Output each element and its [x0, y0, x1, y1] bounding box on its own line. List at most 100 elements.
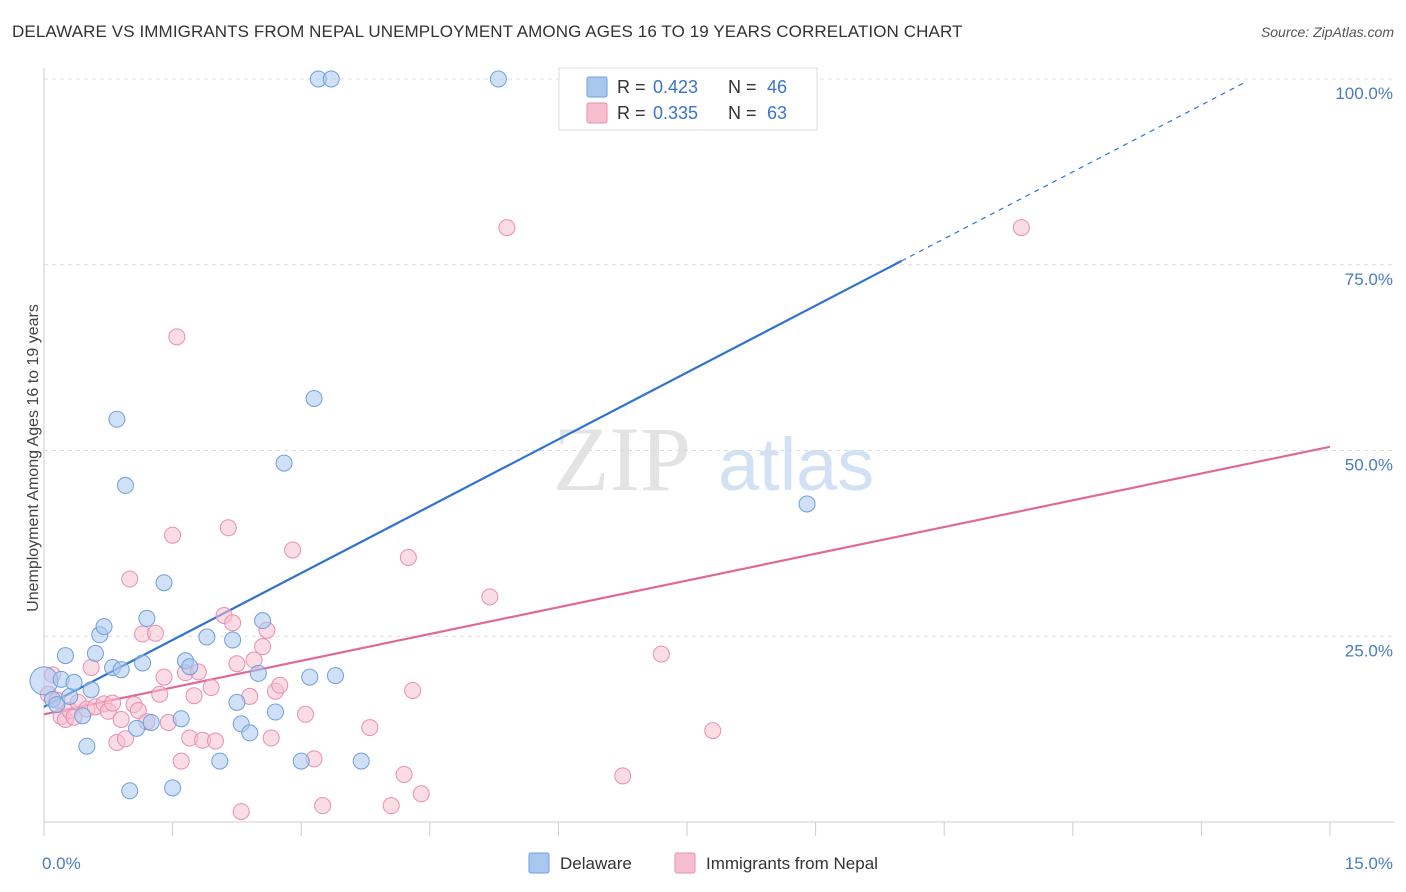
delaware-point: [352, 752, 370, 770]
delaware-n-value: 46: [767, 77, 787, 97]
delaware-point: [108, 410, 126, 428]
nepal-point: [404, 681, 422, 699]
delaware-point: [249, 664, 267, 682]
delaware-point: [61, 687, 79, 705]
delaware-point: [112, 661, 130, 679]
delaware-point: [198, 628, 216, 646]
nepal-point: [361, 719, 379, 737]
delaware-point: [134, 654, 152, 672]
delaware-point: [78, 737, 96, 755]
delaware-point: [155, 574, 173, 592]
nepal-point: [206, 732, 224, 750]
nepal-point: [172, 752, 190, 770]
delaware-point: [254, 612, 272, 630]
delaware-trend-line: [43, 260, 902, 708]
delaware-point: [128, 719, 146, 737]
nepal-point: [82, 658, 100, 676]
y-tick-label: 75.0%: [1345, 270, 1393, 289]
nepal-point: [121, 570, 139, 588]
nepal-series-label: Immigrants from Nepal: [706, 854, 878, 873]
delaware-point: [172, 710, 190, 728]
delaware-point: [275, 454, 293, 472]
nepal-n-value: 63: [767, 103, 787, 123]
delaware-point: [48, 696, 66, 714]
nepal-point: [284, 541, 302, 559]
delaware-points: [29, 70, 816, 800]
delaware-point: [65, 673, 83, 691]
nepal-point: [151, 685, 169, 703]
delaware-point: [301, 668, 319, 686]
series-legend: Delaware Immigrants from Nepal: [528, 852, 878, 874]
delaware-series-label: Delaware: [560, 854, 632, 873]
nepal-point: [704, 722, 722, 740]
delaware-point: [322, 70, 340, 88]
nepal-point: [228, 655, 246, 673]
nepal-point: [219, 519, 237, 537]
nepal-point: [296, 705, 314, 723]
delaware-point: [82, 681, 100, 699]
nepal-point: [614, 767, 632, 785]
delaware-point: [116, 476, 134, 494]
delaware-point: [224, 631, 242, 649]
y-tick-label: 100.0%: [1335, 84, 1393, 103]
tick-labels: 25.0% 50.0% 75.0% 100.0% 0.0% 15.0%: [42, 84, 1393, 873]
chart-title: DELAWARE VS IMMIGRANTS FROM NEPAL UNEMPL…: [12, 22, 963, 41]
nepal-point: [498, 219, 516, 237]
nepal-point: [155, 668, 173, 686]
y-tick-label: 25.0%: [1345, 641, 1393, 660]
x-tick-label: 0.0%: [42, 854, 81, 873]
delaware-point: [56, 647, 74, 665]
nepal-r-label: R =: [617, 103, 646, 123]
nepal-r-value: 0.335: [653, 103, 698, 123]
nepal-point: [1012, 219, 1030, 237]
watermark: ZIP atlas: [553, 408, 874, 510]
nepal-point: [652, 645, 670, 663]
delaware-point: [142, 713, 160, 731]
y-tick-label: 50.0%: [1345, 456, 1393, 475]
y-axis-label: Unemployment Among Ages 16 to 19 years: [25, 304, 42, 612]
chart-source: Source: ZipAtlas.com: [1260, 24, 1394, 40]
nepal-point: [395, 765, 413, 783]
nepal-point: [271, 676, 289, 694]
x-tick-label: 15.0%: [1345, 854, 1393, 873]
nepal-n-label: N =: [728, 103, 757, 123]
nepal-legend-swatch: [586, 102, 608, 124]
grid: [44, 78, 1395, 637]
delaware-r-label: R =: [617, 77, 646, 97]
nepal-point: [314, 797, 332, 815]
delaware-point: [211, 752, 229, 770]
delaware-n-label: N =: [728, 77, 757, 97]
delaware-point: [181, 658, 199, 676]
delaware-point: [138, 609, 156, 627]
nepal-series-swatch: [674, 852, 696, 874]
delaware-point: [489, 70, 507, 88]
nepal-point: [224, 614, 242, 632]
delaware-point: [305, 389, 323, 407]
delaware-point: [86, 644, 104, 662]
delaware-trend-extension: [901, 82, 1245, 262]
stats-legend: R = 0.423 N = 46 R = 0.335 N = 63: [558, 67, 818, 131]
nepal-point: [146, 624, 164, 642]
nepal-points: [39, 219, 1030, 821]
delaware-point: [74, 707, 92, 725]
delaware-point: [95, 618, 113, 636]
nepal-point: [116, 730, 134, 748]
nepal-point: [254, 638, 272, 656]
delaware-point: [121, 782, 139, 800]
delaware-point: [292, 752, 310, 770]
nepal-point: [112, 710, 130, 728]
nepal-point: [399, 548, 417, 566]
delaware-point: [228, 693, 246, 711]
watermark-zip: ZIP: [553, 408, 691, 510]
delaware-point: [798, 495, 816, 513]
nepal-point: [202, 679, 220, 697]
delaware-r-value: 0.423: [653, 77, 698, 97]
nepal-point: [412, 785, 430, 803]
nepal-point: [481, 588, 499, 606]
nepal-point: [164, 526, 182, 544]
delaware-legend-swatch: [586, 76, 608, 98]
watermark-atlas: atlas: [718, 423, 874, 506]
nepal-point: [104, 694, 122, 712]
delaware-point: [241, 724, 259, 742]
